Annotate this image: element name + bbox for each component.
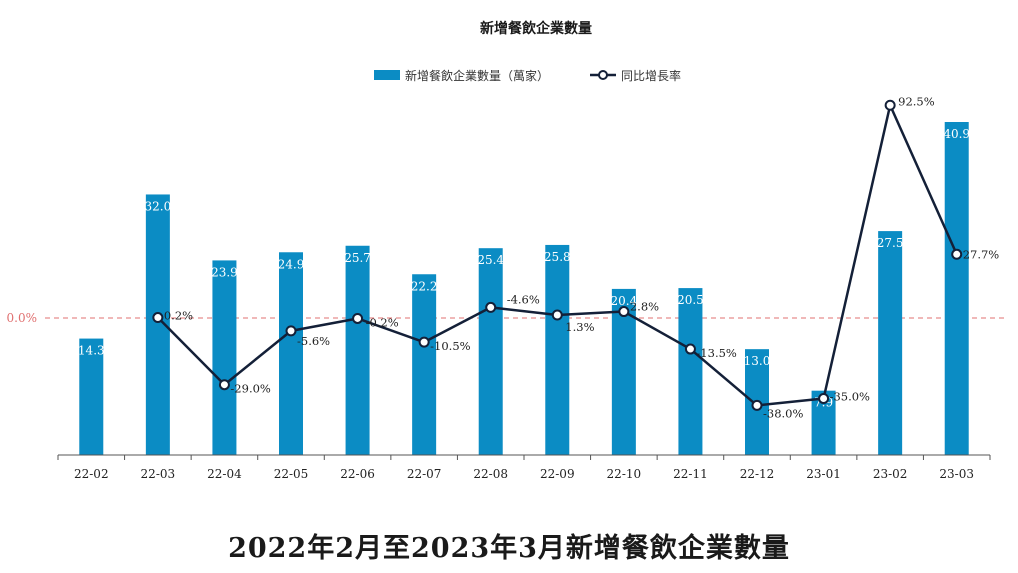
bar-23-02 <box>878 231 903 455</box>
bar-series: 14.3 32.0 23.9 24.9 25.7 22.2 25.4 25.8 20.4 20.5… <box>78 122 970 455</box>
x-tick-label-22-10: 22-10 <box>607 467 642 481</box>
chart-caption: 2022年2月至2023年3月新增餐飲企業數量 <box>228 533 790 564</box>
bar-label-22-07: 22.2 <box>411 279 438 293</box>
x-tick-label-22-05: 22-05 <box>274 467 309 481</box>
bar-label-22-11: 20.5 <box>677 293 704 307</box>
growth-label-23-02: 92.5% <box>898 94 935 108</box>
x-tick-label-22-03: 22-03 <box>141 467 176 481</box>
growth-label-23-03: 27.7% <box>963 247 1000 261</box>
growth-label-22-09: 1.3% <box>565 320 594 334</box>
bar-23-03 <box>944 122 969 455</box>
growth-point-22-03 <box>152 312 164 324</box>
growth-point-22-09 <box>551 309 563 321</box>
bar-22-11 <box>678 288 703 455</box>
bar-label-22-08: 25.4 <box>477 253 504 267</box>
growth-label-22-06: -0.2% <box>366 315 399 329</box>
growth-label-22-10: 2.8% <box>630 300 659 314</box>
bar-22-04 <box>212 260 237 455</box>
legend-bar-label: 新增餐飲企業數量（萬家） <box>405 68 549 83</box>
growth-label-22-12: -38.0% <box>763 406 803 420</box>
x-tick-label-22-09: 22-09 <box>540 467 575 481</box>
bar-label-23-03: 40.9 <box>943 127 970 141</box>
growth-label-22-03: 0.2% <box>164 309 193 323</box>
bar-22-06 <box>345 245 370 455</box>
bar-label-22-09: 25.8 <box>544 250 571 264</box>
x-tick-label-22-02: 22-02 <box>74 467 109 481</box>
bar-label-22-03: 32.0 <box>144 199 171 213</box>
bar-label-22-12: 13.0 <box>744 354 771 368</box>
growth-point-23-03 <box>951 248 963 260</box>
x-axis: 22-02 22-03 22-04 22-05 22-06 22-07 22-08 22-09… <box>57 455 991 481</box>
bar-label-22-06: 25.7 <box>344 251 371 265</box>
growth-point-22-05 <box>285 325 297 337</box>
x-tick-label-22-07: 22-07 <box>407 467 442 481</box>
bar-label-23-02: 27.5 <box>877 236 904 250</box>
x-tick-label-22-08: 22-08 <box>473 467 508 481</box>
growth-point-22-11 <box>684 343 696 355</box>
growth-point-23-01 <box>818 393 830 404</box>
bar-label-22-04: 23.9 <box>211 265 238 279</box>
x-tick-label-22-11: 22-11 <box>673 467 708 481</box>
x-tick-label-22-06: 22-06 <box>340 467 375 481</box>
x-tick-label-22-04: 22-04 <box>207 467 242 481</box>
chart: 新增餐飲企業數量 新增餐飲企業數量（萬家） 同比增長率 0.0% 14.3 32.… <box>7 20 1005 481</box>
legend-line-label: 同比增長率 <box>621 68 681 83</box>
bar-22-09 <box>545 244 570 455</box>
bar-label-22-05: 24.9 <box>278 257 305 271</box>
bar-label-22-10: 20.4 <box>610 294 637 308</box>
growth-label-22-05: -5.6% <box>297 334 330 348</box>
growth-point-22-06 <box>352 312 364 324</box>
legend-line-marker <box>598 70 608 80</box>
growth-label-22-11: -13.5% <box>696 346 736 360</box>
bar-label-22-02: 14.3 <box>78 344 105 358</box>
growth-label-22-07: -10.5% <box>430 339 470 353</box>
bar-22-05 <box>279 252 303 455</box>
growth-label-22-04: -29.0% <box>230 382 270 396</box>
legend: 新增餐飲企業數量（萬家） 同比增長率 <box>374 68 681 83</box>
bar-22-08 <box>478 248 503 455</box>
x-tick-label-23-01: 23-01 <box>806 467 841 481</box>
growth-point-22-12 <box>751 399 763 411</box>
bar-22-02 <box>79 338 104 455</box>
growth-point-22-07 <box>418 336 430 348</box>
bar-22-07 <box>412 274 437 455</box>
growth-label-22-08: -4.6% <box>507 292 540 306</box>
x-tick-label-22-12: 22-12 <box>740 467 775 481</box>
growth-point-22-08 <box>485 301 497 313</box>
line-series: 0.2% -29.0% -5.6% -0.2% -10.5% -4.6% 1.3% 2.8% -… <box>152 94 1000 420</box>
chart-title: 新增餐飲企業數量 <box>480 20 592 37</box>
legend-bar-swatch <box>374 70 400 80</box>
growth-label-23-01: -35.0% <box>830 390 870 404</box>
reference-line-label: 0.0% <box>7 311 38 325</box>
x-tick-label-23-03: 23-03 <box>939 467 974 481</box>
growth-point-23-02 <box>884 99 896 111</box>
growth-point-22-04 <box>218 379 230 391</box>
x-tick-label-23-02: 23-02 <box>873 467 908 481</box>
growth-point-22-10 <box>618 306 630 318</box>
